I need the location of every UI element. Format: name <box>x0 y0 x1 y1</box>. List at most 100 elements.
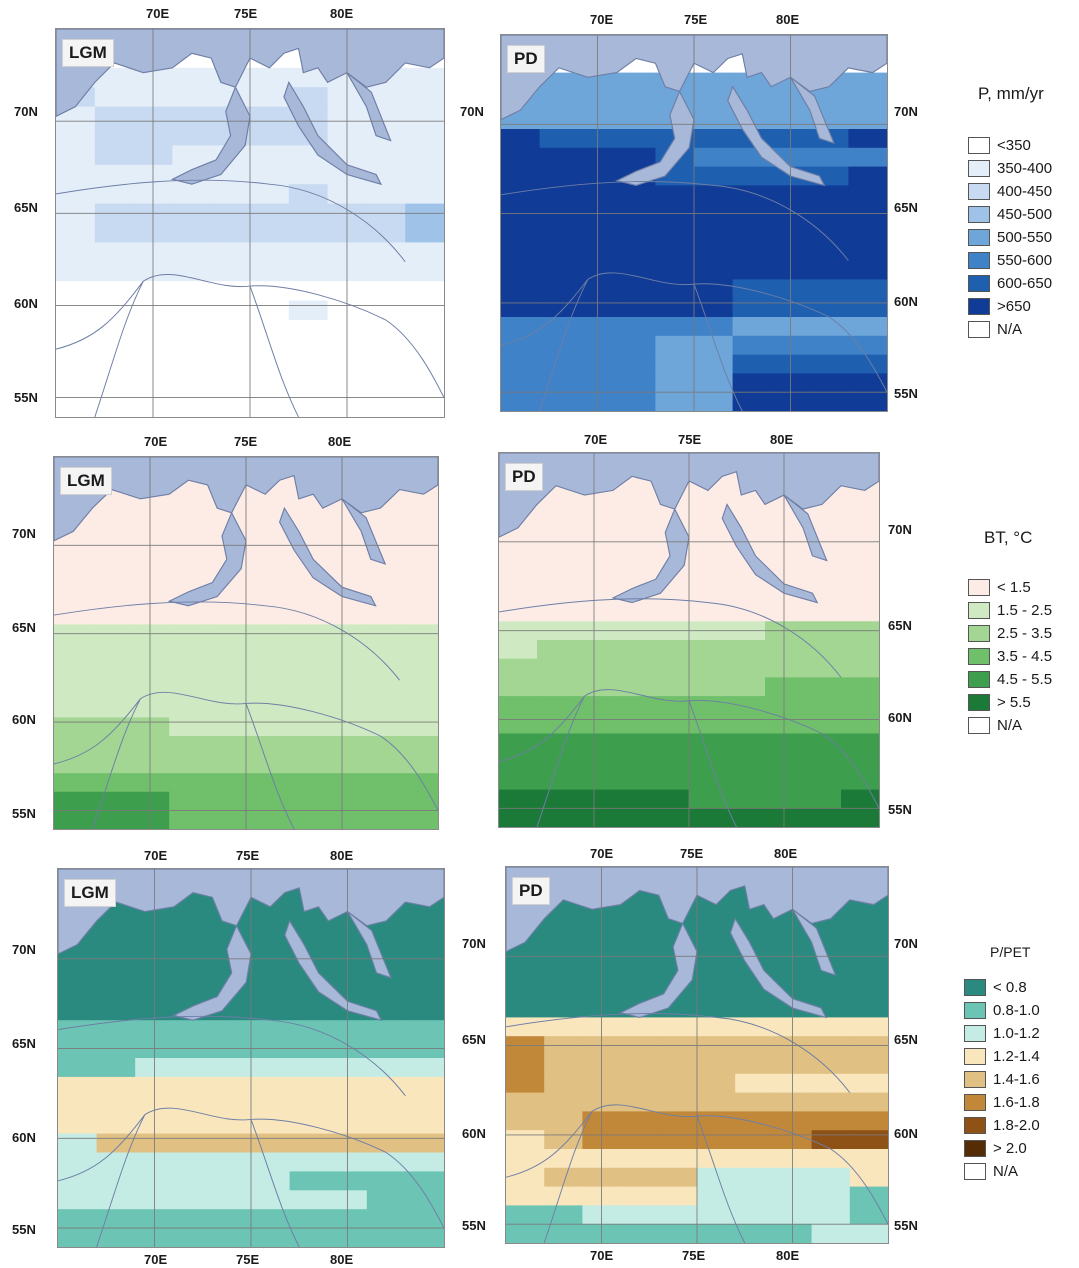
lon-label-top: 80E <box>774 846 798 861</box>
grid-cell <box>506 961 545 981</box>
grid-cell <box>697 1149 736 1169</box>
grid-cell <box>620 1092 660 1112</box>
grid-cell <box>697 1111 736 1131</box>
grid-cell <box>544 979 583 1000</box>
lat-label-left: 60N <box>12 1130 36 1145</box>
grid-cell <box>399 810 438 829</box>
grid-cell <box>250 106 290 127</box>
grid-cell <box>613 490 652 510</box>
grid-cell <box>96 1095 136 1116</box>
grid-cell <box>211 320 251 340</box>
grid-cell <box>405 1114 444 1135</box>
legend-entry: <350 <box>968 134 1052 157</box>
lat-label-right: 55N <box>888 802 912 817</box>
legend-entry: >650 <box>968 295 1052 318</box>
grid-cell <box>651 602 690 622</box>
grid-cell <box>735 1186 774 1206</box>
grid-cell <box>848 317 887 337</box>
grid-cell <box>616 223 656 243</box>
grid-cell <box>212 1020 252 1040</box>
lat-label-mid: 60N <box>462 1126 486 1141</box>
grid-cell <box>620 961 660 981</box>
grid-cell <box>405 300 444 321</box>
grid-cell <box>207 661 247 681</box>
grid-cell <box>169 550 209 570</box>
grid-cell <box>92 587 132 607</box>
grid-cell <box>405 223 444 243</box>
lon-label-top: 70E <box>590 12 614 27</box>
legend-label: 1.5 - 2.5 <box>997 602 1053 619</box>
grid-cell <box>735 1111 774 1131</box>
grid-cell <box>212 1190 252 1210</box>
grid-cell <box>841 714 879 734</box>
legend-entry: 400-450 <box>968 180 1052 203</box>
grid-cell <box>727 640 766 660</box>
grid-cell <box>172 87 212 108</box>
legend-label: 1.0-1.2 <box>993 1025 1040 1042</box>
grid-cell <box>735 1167 774 1188</box>
legend-label: 600-650 <box>997 275 1053 292</box>
lat-label-mid: 70N <box>460 104 484 119</box>
grid-cell <box>506 1111 545 1131</box>
map-canvas <box>499 453 879 827</box>
legend-precipitation: P, mm/yr <350 350-400 400-450 450-500 500-55… <box>968 84 1052 341</box>
grid-cell <box>250 67 290 88</box>
panel-label: LGM <box>62 39 114 67</box>
grid-cell <box>366 339 406 360</box>
grid-cell <box>94 242 135 263</box>
legend-label: 450-500 <box>997 206 1053 223</box>
grid-cell <box>697 1017 736 1037</box>
grid-cell <box>58 982 98 1002</box>
lat-label-right: 55N <box>894 386 918 401</box>
grid-cell <box>841 583 879 604</box>
legend-swatch <box>968 321 990 338</box>
grid-cell <box>284 717 324 737</box>
grid-cell <box>841 752 879 772</box>
grid-cell <box>405 378 444 399</box>
grid-cell <box>809 392 849 411</box>
grid-cell <box>207 643 247 663</box>
grid-cell <box>94 126 135 146</box>
grid-cell <box>284 698 324 718</box>
grid-cell <box>803 752 842 772</box>
grid-cell <box>250 184 290 205</box>
grid-cell <box>250 339 290 360</box>
grid-cell <box>809 147 849 168</box>
grid-cell <box>211 261 251 282</box>
grid-cell <box>727 733 766 753</box>
grid-cell <box>251 1095 291 1116</box>
legend-entry: 2.5 - 3.5 <box>968 622 1052 645</box>
grid-cell <box>246 680 285 700</box>
grid-cell <box>399 531 438 551</box>
grid-cell <box>694 317 734 337</box>
grid-cell <box>169 494 209 514</box>
legend-swatch <box>964 1002 986 1019</box>
grid-cell <box>849 1092 888 1112</box>
grid-cell <box>506 998 545 1018</box>
grid-cell <box>251 982 291 1002</box>
grid-cell <box>848 260 887 280</box>
grid-cell <box>284 494 324 514</box>
legend-swatch <box>964 1048 986 1065</box>
grid-cell <box>803 602 842 622</box>
lat-label-mid: 55N <box>462 1218 486 1233</box>
panel-label: PD <box>505 463 543 491</box>
grid-cell <box>246 494 285 514</box>
grid-cell <box>499 583 538 604</box>
grid-cell <box>499 789 538 809</box>
grid-cell <box>289 1209 329 1229</box>
grid-cell <box>173 906 213 927</box>
grid-cell <box>251 1228 291 1247</box>
grid-cell <box>251 1171 291 1191</box>
grid-cell <box>803 714 842 734</box>
grid-cell <box>620 1205 660 1225</box>
grid-cell <box>173 1171 213 1191</box>
map-panel-bt-pd: PD <box>498 452 880 828</box>
lat-label-left: 60N <box>12 712 36 727</box>
grid-cell <box>613 770 652 791</box>
grid-cell <box>366 358 406 379</box>
grid-cell <box>544 1186 583 1206</box>
legend-entry: 4.5 - 5.5 <box>968 668 1052 691</box>
legend-biotemperature: BT, °C < 1.5 1.5 - 2.5 2.5 - 3.5 3.5 - 4.5 4… <box>968 528 1052 737</box>
grid-cell <box>499 696 538 716</box>
